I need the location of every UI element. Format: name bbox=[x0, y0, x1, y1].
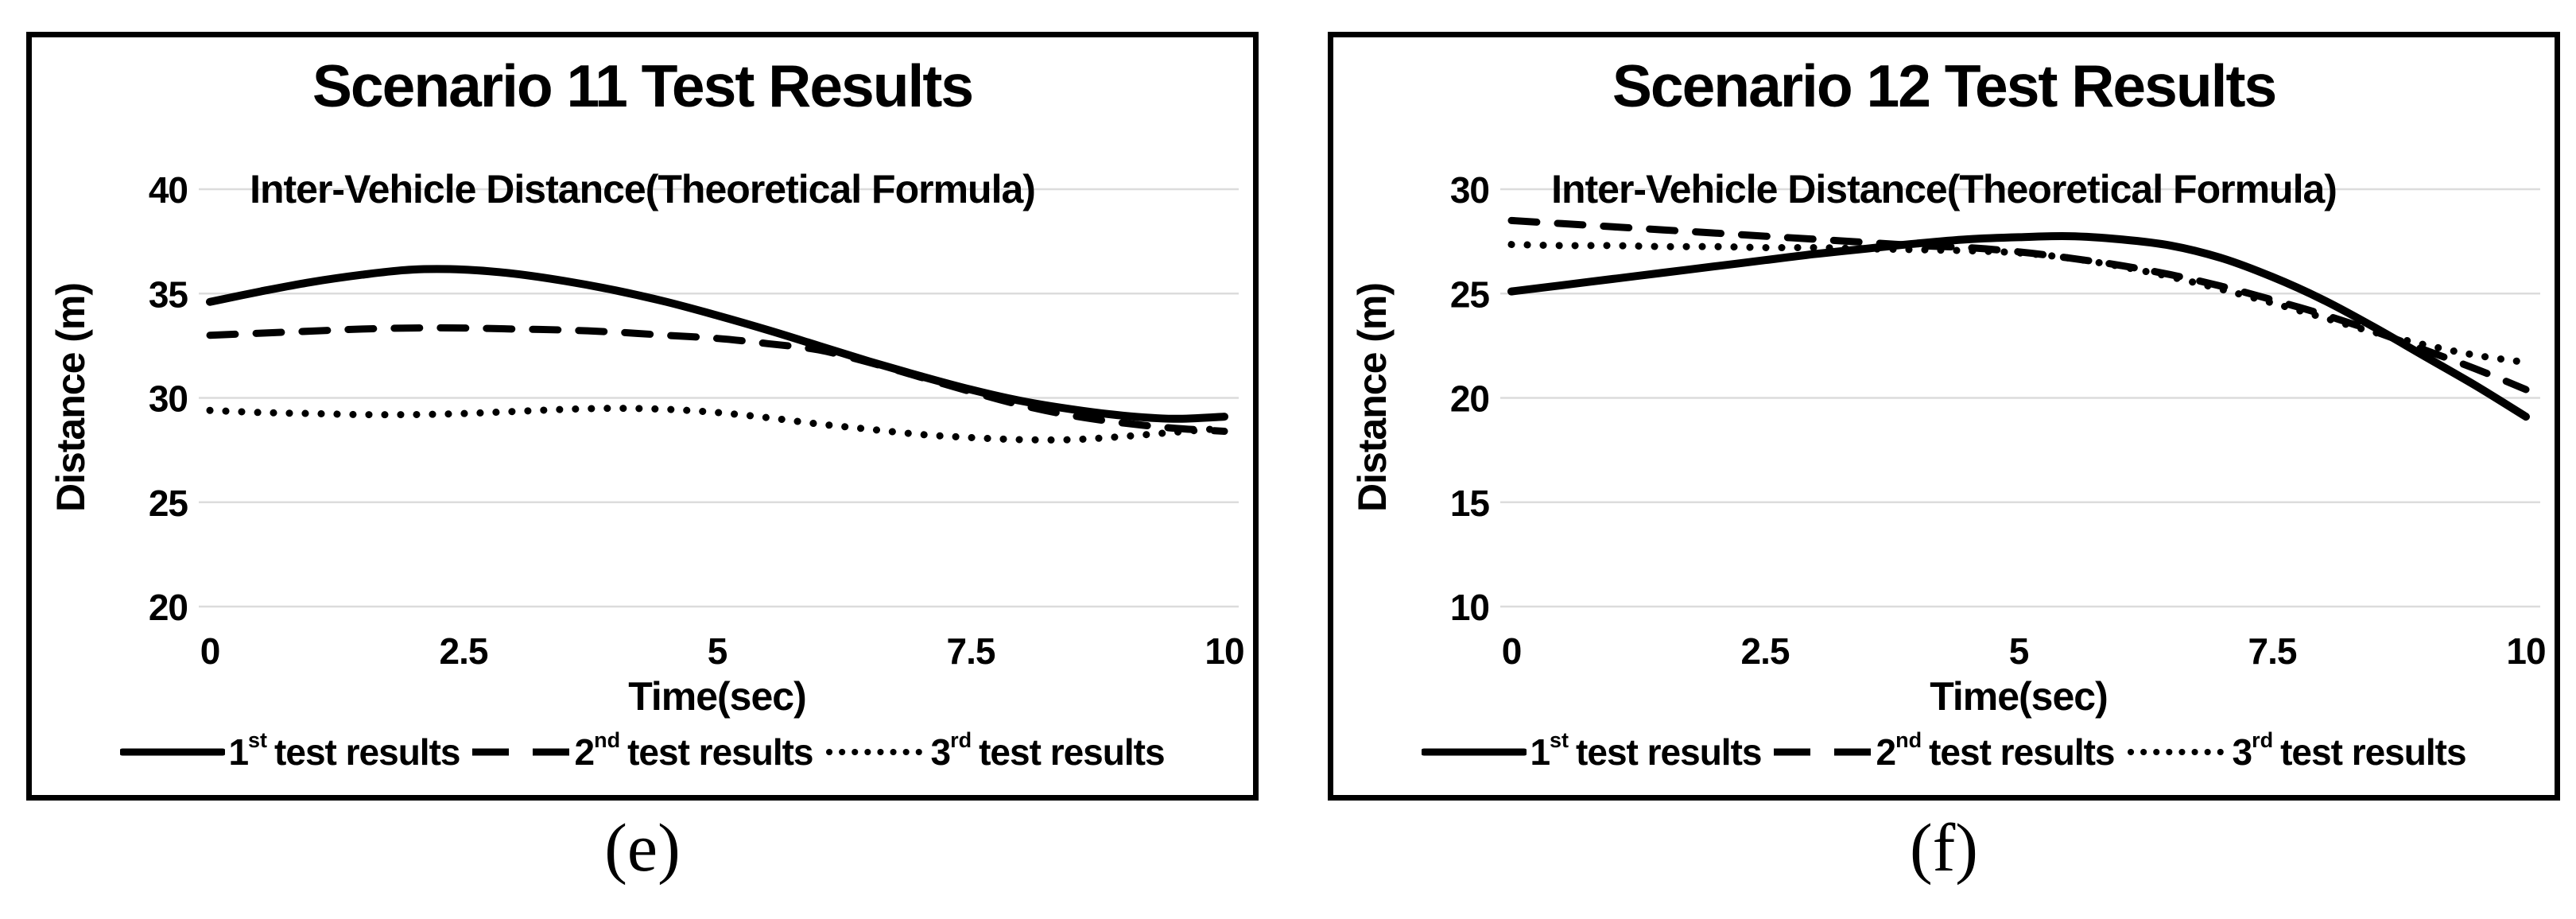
series-line-solid bbox=[1507, 231, 2530, 421]
legend-label: 1st test results bbox=[1530, 727, 1762, 773]
subfigure-caption-e: (e) bbox=[604, 809, 681, 886]
x-tick-label: 7.5 bbox=[947, 630, 995, 672]
legend-item-3rd: 3rd test results bbox=[824, 727, 1166, 774]
legend: 1st test results 2nd test results 3rd test … bbox=[32, 727, 1253, 774]
legend-item-2nd: 2nd test results bbox=[1772, 727, 2116, 774]
x-tick-label: 0 bbox=[200, 630, 220, 672]
x-tick-label: 10 bbox=[1205, 630, 1243, 672]
series-line-solid bbox=[206, 265, 1228, 423]
y-tick-label: 30 bbox=[149, 378, 188, 420]
legend-label: 2nd test results bbox=[1876, 727, 2115, 773]
plot-area: 40 35 30 25 20 0 2.5 5 7.5 10 bbox=[149, 169, 1245, 672]
plot-area: 30 25 20 15 10 0 2.5 5 7.5 10 bbox=[1450, 169, 2547, 672]
y-axis-title: Distance (m) bbox=[48, 282, 93, 513]
y-tick-label: 10 bbox=[1450, 587, 1489, 628]
dotted-line-sample-icon bbox=[825, 749, 928, 755]
chart-subtitle: Inter-Vehicle Distance(Theoretical Formu… bbox=[250, 167, 1036, 211]
chart-title: Scenario 12 Test Results bbox=[1612, 52, 2277, 119]
x-axis-title: Time(sec) bbox=[1930, 674, 2109, 719]
y-tick-label: 35 bbox=[149, 273, 188, 315]
dashed-line-sample-icon bbox=[1774, 748, 1872, 756]
x-tick-label: 0 bbox=[1502, 630, 1522, 672]
legend: 1st test results 2nd test results 3rd test … bbox=[1333, 727, 2555, 774]
series-line-dashed bbox=[206, 324, 1228, 435]
legend-label: 3rd test results bbox=[2232, 727, 2467, 773]
legend-item-3rd: 3rd test results bbox=[2126, 727, 2467, 774]
x-tick-label: 2.5 bbox=[440, 630, 488, 672]
x-axis-title: Time(sec) bbox=[628, 674, 807, 719]
y-tick-label: 15 bbox=[1450, 483, 1490, 524]
y-axis-title: Distance (m) bbox=[1350, 282, 1395, 513]
dashed-line-sample-icon bbox=[472, 748, 570, 756]
chart-panel-scenario-11: 40 35 30 25 20 0 2.5 5 7.5 10 Scenario 11 Test Re… bbox=[26, 32, 1259, 801]
series-line-dotted bbox=[1507, 241, 2530, 366]
legend-item-1st: 1st test results bbox=[1422, 727, 1762, 774]
solid-line-sample-icon bbox=[120, 748, 226, 756]
x-tick-label: 10 bbox=[2506, 630, 2545, 672]
x-tick-label: 2.5 bbox=[1741, 630, 1790, 672]
x-tick-label: 7.5 bbox=[2248, 630, 2297, 672]
chart-title: Scenario 11 Test Results bbox=[312, 52, 974, 119]
x-tick-label: 5 bbox=[2009, 630, 2029, 672]
y-tick-label: 25 bbox=[1450, 273, 1490, 315]
y-tick-label: 25 bbox=[149, 483, 188, 524]
subfigure-caption-f: (f) bbox=[1910, 809, 1978, 886]
y-tick-label: 30 bbox=[1450, 169, 1489, 211]
y-tick-label: 20 bbox=[1450, 378, 1489, 420]
y-tick-label: 40 bbox=[149, 169, 188, 211]
series-line-dotted bbox=[206, 405, 1228, 444]
legend-label: 2nd test results bbox=[574, 727, 813, 773]
series-line-dashed bbox=[1507, 216, 2530, 394]
x-tick-label: 5 bbox=[708, 630, 727, 672]
legend-item-1st: 1st test results bbox=[120, 727, 460, 774]
legend-item-2nd: 2nd test results bbox=[471, 727, 814, 774]
chart-panel-scenario-12: 30 25 20 15 10 0 2.5 5 7.5 10 Scenario 12 Test Re… bbox=[1328, 32, 2560, 801]
dotted-line-sample-icon bbox=[2127, 749, 2229, 755]
legend-label: 3rd test results bbox=[930, 727, 1166, 773]
chart-subtitle: Inter-Vehicle Distance(Theoretical Formu… bbox=[1551, 167, 2337, 211]
solid-line-sample-icon bbox=[1422, 748, 1527, 756]
y-tick-label: 20 bbox=[149, 587, 188, 628]
legend-label: 1st test results bbox=[228, 727, 460, 773]
